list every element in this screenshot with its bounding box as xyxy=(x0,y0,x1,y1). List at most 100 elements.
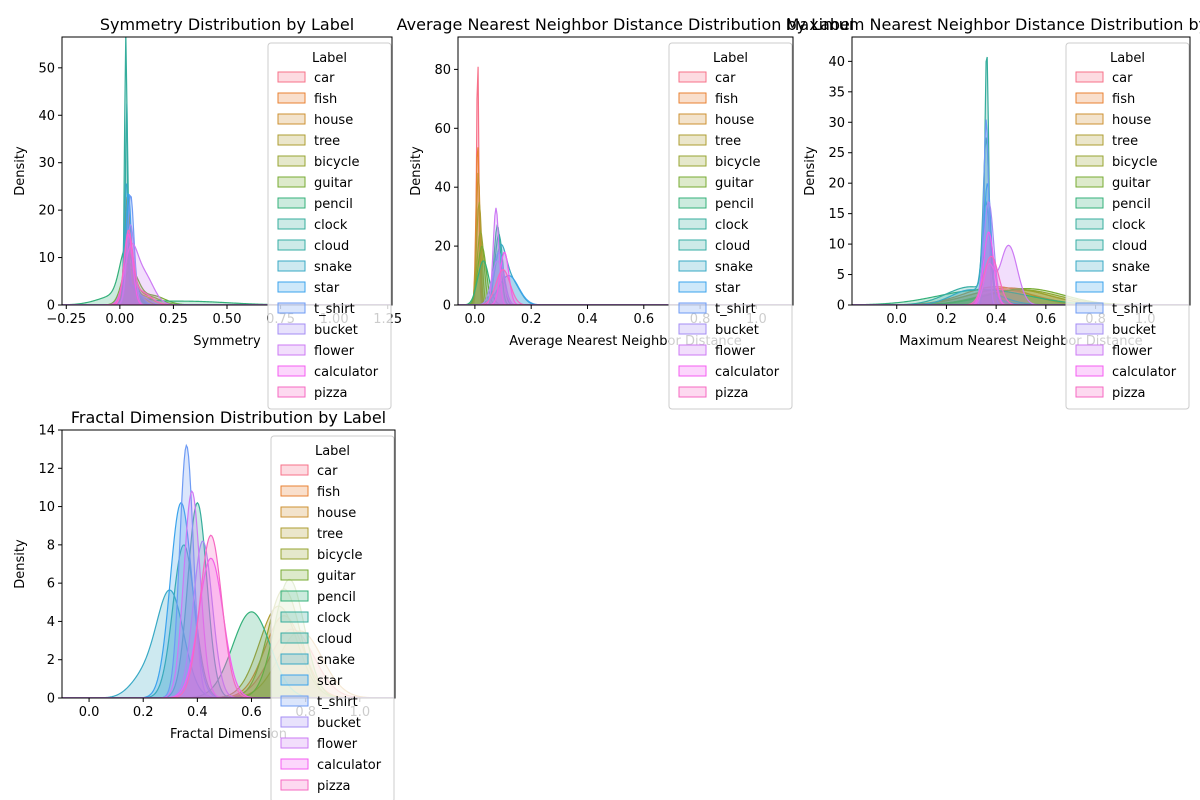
y-tick-label: 80 xyxy=(434,63,451,78)
legend-swatch-t-shirt xyxy=(1075,302,1104,314)
legend-swatch-flower xyxy=(678,344,707,356)
subplot-average-nn-distance: 0.00.20.40.60.81.0020406080Average Neare… xyxy=(397,15,854,410)
legend-swatch-bicycle xyxy=(280,548,309,560)
legend-label-snake: snake xyxy=(317,653,355,668)
legend-swatch-house xyxy=(280,506,309,518)
y-tick-label: 2 xyxy=(47,653,55,668)
legend-label-t-shirt: t_shirt xyxy=(715,302,756,317)
legend-label-bicycle: bicycle xyxy=(314,155,359,170)
legend-label-cloud: cloud xyxy=(1112,239,1147,254)
legend-label-clock: clock xyxy=(1112,218,1146,233)
chart-title: Symmetry Distribution by Label xyxy=(100,15,354,34)
legend-swatch-t-shirt xyxy=(280,695,309,707)
legend-swatch-cloud xyxy=(280,632,309,644)
density-pencil xyxy=(458,260,793,305)
y-tick-label: 25 xyxy=(828,146,845,161)
legend-label-calculator: calculator xyxy=(317,758,382,773)
legend-label-t-shirt: t_shirt xyxy=(317,695,358,710)
legend-swatch-calculator xyxy=(277,365,306,377)
legend-label-tree: tree xyxy=(314,134,340,149)
density-bicycle xyxy=(62,262,392,305)
legend-swatch-bucket xyxy=(277,323,306,335)
legend-label-star: star xyxy=(715,281,741,296)
density-pizza xyxy=(458,269,793,305)
x-tick-label: 0.2 xyxy=(936,312,957,327)
legend-box xyxy=(270,435,395,800)
legend-swatch-bicycle xyxy=(678,155,707,167)
legend-label-car: car xyxy=(317,464,338,479)
legend-swatch-calculator xyxy=(1075,365,1104,377)
y-tick-label: 20 xyxy=(828,177,845,192)
legend-label-pizza: pizza xyxy=(1112,386,1145,401)
legend-label-bucket: bucket xyxy=(317,716,361,731)
legend-swatch-clock xyxy=(1075,218,1104,230)
y-tick-label: 40 xyxy=(38,109,55,124)
legend-label-bucket: bucket xyxy=(1112,323,1156,338)
legend-label-snake: snake xyxy=(1112,260,1150,275)
legend-swatch-flower xyxy=(277,344,306,356)
legend-title: Label xyxy=(1110,51,1145,66)
legend-title: Label xyxy=(713,51,748,66)
legend-swatch-pizza xyxy=(1075,386,1104,398)
legend-swatch-fish xyxy=(277,92,306,104)
legend-swatch-pizza xyxy=(280,779,309,791)
y-tick-label: 0 xyxy=(47,692,55,707)
legend-label-tree: tree xyxy=(317,527,343,542)
legend-swatch-t-shirt xyxy=(678,302,707,314)
legend-swatch-star xyxy=(678,281,707,293)
legend-label-flower: flower xyxy=(317,737,358,752)
x-tick-label: 0.6 xyxy=(1036,312,1057,327)
y-tick-label: 10 xyxy=(38,251,55,266)
legend-label-car: car xyxy=(314,71,335,86)
density-flower xyxy=(852,244,1190,305)
legend-swatch-tree xyxy=(1075,134,1104,146)
legend-swatch-car xyxy=(277,71,306,83)
legend-swatch-cloud xyxy=(277,239,306,251)
legend-label-fish: fish xyxy=(317,485,340,500)
density-cloud xyxy=(852,137,1190,305)
y-tick-label: 30 xyxy=(38,156,55,171)
subplot-fractal-dimension: 0.00.20.40.60.81.002468101214Fractal Dim… xyxy=(13,408,396,800)
legend-label-pizza: pizza xyxy=(317,779,350,794)
y-tick-label: 40 xyxy=(434,181,451,196)
legend-label-house: house xyxy=(715,113,754,128)
legend-label-cloud: cloud xyxy=(715,239,750,254)
y-tick-label: 4 xyxy=(47,615,55,630)
legend-label-fish: fish xyxy=(314,92,337,107)
legend-swatch-flower xyxy=(1075,344,1104,356)
legend-swatch-pencil xyxy=(277,197,306,209)
legend-swatch-calculator xyxy=(678,365,707,377)
x-tick-label: 0.2 xyxy=(133,705,154,720)
x-tick-label: 0.6 xyxy=(241,705,262,720)
y-tick-label: 10 xyxy=(38,500,55,515)
y-axis-label: Density xyxy=(13,539,28,589)
legend-swatch-tree xyxy=(678,134,707,146)
legend-swatch-t-shirt xyxy=(277,302,306,314)
legend-label-fish: fish xyxy=(715,92,738,107)
legend-swatch-car xyxy=(1075,71,1104,83)
legend-swatch-bucket xyxy=(1075,323,1104,335)
x-tick-label: 0.4 xyxy=(187,705,208,720)
legend: Label car fish house tree bicycle guitar pencil… xyxy=(270,435,395,800)
legend-swatch-star xyxy=(280,674,309,686)
axes-frame xyxy=(851,36,1191,306)
legend: Label car fish house tree bicycle guitar pencil… xyxy=(267,42,392,410)
legend-swatch-flower xyxy=(280,737,309,749)
subplot-symmetry: −0.250.000.250.500.751.001.2501020304050… xyxy=(13,15,402,410)
legend-swatch-guitar xyxy=(678,176,707,188)
legend-swatch-clock xyxy=(678,218,707,230)
legend-swatch-snake xyxy=(678,260,707,272)
legend-swatch-pencil xyxy=(678,197,707,209)
legend-label-guitar: guitar xyxy=(715,176,754,191)
legend-swatch-star xyxy=(277,281,306,293)
legend-swatch-bicycle xyxy=(277,155,306,167)
legend-label-car: car xyxy=(1112,71,1133,86)
legend-label-bicycle: bicycle xyxy=(715,155,760,170)
legend-swatch-snake xyxy=(277,260,306,272)
legend-label-snake: snake xyxy=(715,260,753,275)
legend-label-guitar: guitar xyxy=(317,569,356,584)
legend-label-star: star xyxy=(317,674,343,689)
density-flower xyxy=(62,242,392,305)
y-tick-label: 20 xyxy=(38,204,55,219)
